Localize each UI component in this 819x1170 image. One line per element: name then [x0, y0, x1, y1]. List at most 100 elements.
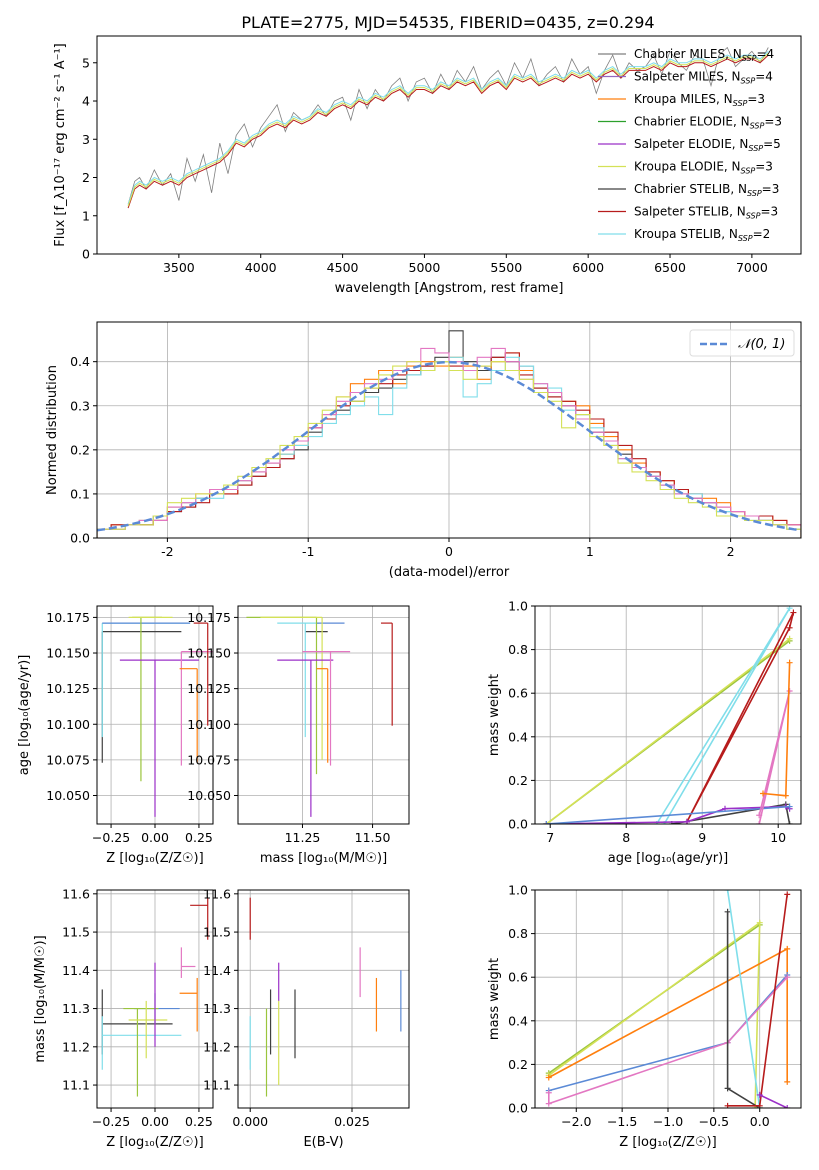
x-tick-label: −1.5 — [607, 1114, 637, 1129]
weight-marker — [756, 812, 763, 819]
x-tick-label: −1.0 — [653, 1114, 683, 1129]
weight-marker — [543, 821, 550, 824]
legend-post: =5 — [763, 137, 781, 151]
legend-entry-5: Kroupa ELODIE, NSSP=3 — [634, 160, 773, 176]
weight-marker — [782, 792, 789, 799]
y-tick-label: 0.4 — [70, 354, 90, 369]
x-tick-label: 4500 — [327, 260, 359, 275]
legend-entry-2: Kroupa MILES, NSSP=3 — [634, 92, 765, 108]
weight-marker — [724, 908, 731, 915]
legend-sub: SSP — [748, 144, 763, 153]
y-tick-label: 11.3 — [203, 1001, 231, 1016]
y-tick-label: 0.2 — [508, 773, 528, 788]
y-tick-label: 0.6 — [508, 970, 528, 985]
y-tick-label: 10.150 — [46, 646, 90, 661]
y-tick-label: 1.0 — [508, 883, 528, 898]
weight-marker — [760, 790, 766, 797]
y-tick-label: 11.1 — [203, 1078, 231, 1093]
plot-area — [101, 897, 209, 1097]
y-tick-label: 1.0 — [508, 599, 528, 614]
plot-area — [249, 897, 402, 1097]
legend-sub: SSP — [733, 99, 748, 108]
legend-main: Chabrier MILES, N — [634, 47, 742, 61]
y-tick-label: 11.1 — [62, 1078, 90, 1093]
axes-frame — [237, 605, 410, 825]
weight-marker — [784, 974, 791, 981]
y-tick-label: 10.150 — [187, 646, 231, 661]
weight-marker — [756, 919, 763, 926]
weight-series-4 — [547, 976, 788, 1105]
y-tick-label: 1 — [82, 208, 90, 223]
legend-post: =3 — [747, 92, 765, 106]
legend-main: Salpeter STELIB, N — [634, 205, 746, 219]
y-axis-label: mass weight — [487, 674, 502, 756]
legend-main: Kroupa MILES, N — [634, 92, 733, 106]
x-axis-label: age [log₁₀(age/yr)] — [608, 851, 729, 866]
y-tick-label: 11.6 — [203, 886, 231, 901]
weight-marker — [545, 1100, 552, 1107]
weight-series-8 — [762, 662, 791, 797]
legend-main: Salpeter ELODIE, N — [634, 137, 748, 151]
axes-frame — [534, 605, 802, 825]
weight-series-3 — [686, 612, 795, 823]
y-tick-label: 5 — [82, 55, 90, 70]
y-tick-label: 0.2 — [70, 442, 90, 457]
panel-residuals: -2 -1 0 1 2 0.0 0.1 0.2 0.3 0.4 (data-model)/error… — [45, 321, 802, 580]
weight-marker — [786, 821, 793, 824]
y-tick-label: 0.8 — [508, 642, 528, 657]
x-axis-label: wavelength [Angstrom, rest frame] — [335, 281, 564, 296]
weight-marker — [786, 624, 793, 631]
y-tick-label: 10.075 — [187, 752, 231, 767]
x-axis-label: Z [log₁₀(Z/Z☉)] — [619, 1135, 716, 1150]
weight-marker — [784, 945, 791, 952]
y-tick-label: 10.125 — [187, 681, 231, 696]
spectrum-series-0 — [127, 46, 769, 205]
x-tick-label: 11.50 — [355, 830, 391, 845]
legend-sub: SSP — [741, 167, 756, 176]
y-tick-label: 0.2 — [508, 1057, 528, 1072]
x-tick-label: −2.0 — [561, 1114, 591, 1129]
weight-marker — [784, 1105, 791, 1108]
x-tick-label: 4000 — [245, 260, 277, 275]
weight-marker — [786, 659, 793, 666]
histogram-series-5 — [97, 361, 801, 538]
y-tick-label: 10.100 — [187, 717, 231, 732]
y-tick-label: 0.0 — [70, 531, 90, 546]
y-tick-label: 2 — [82, 170, 90, 185]
y-tick-label: 10.175 — [46, 610, 90, 625]
legend-sub: SSP — [742, 54, 757, 63]
weight-marker — [756, 821, 763, 824]
y-tick-label: 10.100 — [46, 717, 90, 732]
legend-main: Kroupa ELODIE, N — [634, 160, 741, 174]
y-tick-label: 10.050 — [46, 788, 90, 803]
legend-post: =3 — [762, 182, 780, 196]
y-tick-label: 10.050 — [187, 788, 231, 803]
y-tick-label: 11.2 — [203, 1039, 231, 1054]
histogram-series-2 — [97, 352, 801, 538]
weight-series-2 — [655, 607, 791, 824]
normal-curve — [97, 360, 801, 532]
legend-post: =3 — [755, 160, 773, 174]
x-axis-label: Z [log₁₀(Z/Z☉)] — [106, 1135, 203, 1150]
x-tick-label: -2 — [161, 544, 173, 559]
legend-sub: SSP — [741, 77, 756, 86]
y-tick-label: 11.2 — [62, 1039, 90, 1054]
x-tick-label: 9 — [698, 830, 706, 845]
legend-entry-7: Salpeter STELIB, NSSP=3 — [634, 205, 778, 221]
y-tick-label: 11.3 — [62, 1001, 90, 1016]
legend-entry-3: Chabrier ELODIE, NSSP=3 — [634, 115, 782, 131]
x-axis-label: Z [log₁₀(Z/Z☉)] — [106, 851, 203, 866]
legend-sub: SSP — [750, 122, 765, 131]
y-tick-label: 0.3 — [70, 398, 90, 413]
spectrum-series-1 — [127, 54, 769, 209]
legend-sub: SSP — [747, 189, 762, 198]
x-tick-label: 0.000 — [232, 1114, 268, 1129]
x-tick-label: 11.25 — [285, 830, 321, 845]
legend-entry-6: Chabrier STELIB, NSSP=3 — [634, 182, 779, 198]
legend-label: 𝒩(0, 1) — [738, 337, 785, 352]
panel-mass-weight-vs-Z: −2.0 −1.5 −1.0 −0.5 0.0 0.0 0.2 0.4 0.6 0.8 1.0 Z [… — [487, 883, 802, 1150]
y-tick-label: 10.075 — [46, 752, 90, 767]
y-tick-label: 3 — [82, 132, 90, 147]
y-tick-label: 11.4 — [203, 963, 231, 978]
plot-area — [101, 616, 213, 817]
